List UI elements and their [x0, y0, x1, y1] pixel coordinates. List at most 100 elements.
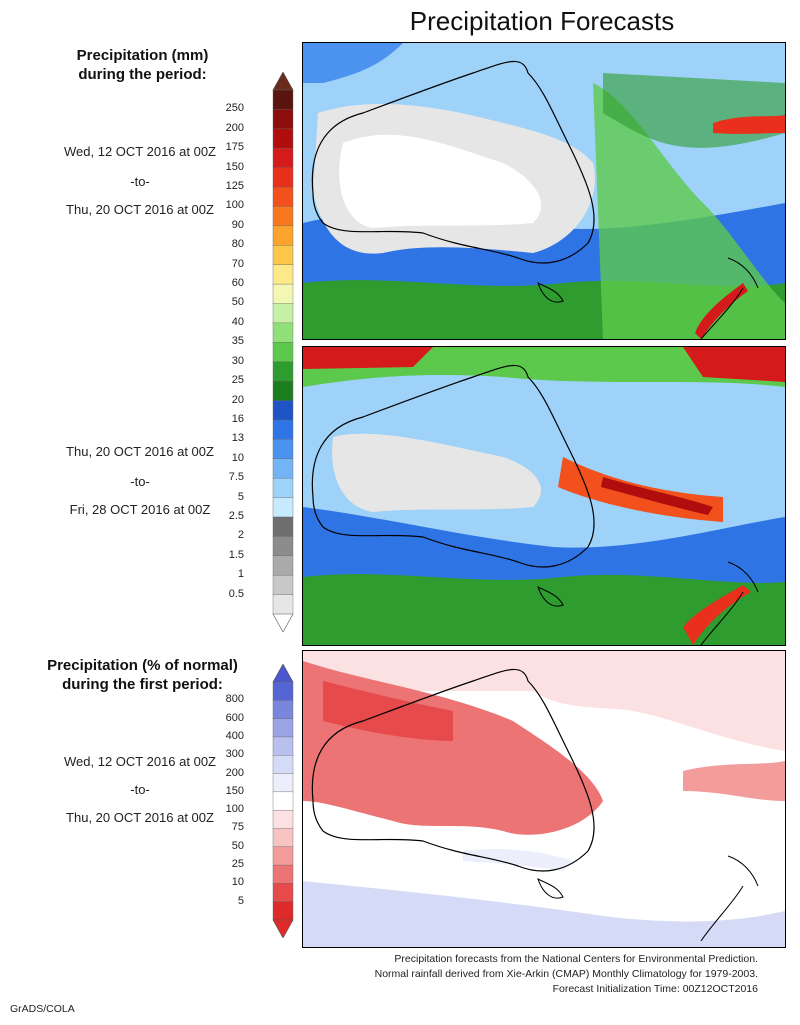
- precip-mm-colorbar: [272, 72, 294, 632]
- precip-pct-tick-label: 150: [225, 784, 244, 797]
- precip-mm-swatch: [272, 497, 294, 518]
- precip-mm-tick-label: 80: [231, 238, 244, 251]
- precip-mm-swatch: [272, 167, 294, 188]
- precip-pct-tick-label: 200: [225, 766, 244, 779]
- grads-credit: GrADS/COLA: [10, 1003, 75, 1015]
- precip-pct-swatch: [272, 700, 294, 720]
- precip-mm-swatch: [272, 245, 294, 266]
- precip-pct-swatch: [272, 791, 294, 811]
- precip-mm-swatch: [272, 89, 294, 110]
- precip-mm-tick-label: 30: [231, 354, 244, 367]
- precip-mm-bottom-arrow: [272, 613, 294, 632]
- precip-mm-tick-label: 90: [231, 218, 244, 231]
- forecast-map-period2: [302, 346, 786, 646]
- precip-mm-tick-label: 150: [225, 160, 244, 173]
- period2-sep-label: -to-: [130, 474, 150, 489]
- precip-pct-bottom-arrow: [272, 919, 294, 938]
- precip-mm-tick-label: 0.5: [228, 587, 244, 600]
- page-title: Precipitation Forecasts: [409, 6, 675, 36]
- period1-sep-label: -to-: [130, 174, 150, 189]
- precip-mm-tick-label: 200: [225, 121, 244, 134]
- precip-pct-tick-label: 75: [231, 821, 244, 834]
- precip-mm-tick-label: 13: [231, 432, 244, 445]
- precip-mm-swatch: [272, 342, 294, 363]
- precip-mm-swatch: [272, 109, 294, 130]
- precip-mm-tick-label: 60: [231, 277, 244, 290]
- precip-mm-swatch: [272, 186, 294, 207]
- precip-mm-legend-header: Precipitation (mm) during the period:: [10, 46, 275, 84]
- period3-start-label: Wed, 12 OCT 2016 at 00Z: [64, 754, 216, 769]
- precip-pct-tick-label: 50: [231, 839, 244, 852]
- precip-pct-header-line2: during the first period:: [62, 676, 223, 693]
- precip-mm-swatch: [272, 516, 294, 537]
- precip-pct-swatch: [272, 736, 294, 756]
- precip-pct-swatch: [272, 828, 294, 848]
- precip-mm-tick-label: 175: [225, 141, 244, 154]
- precip-mm-tick-label: 100: [225, 199, 244, 212]
- precip-mm-swatch: [272, 574, 294, 596]
- precip-pct-swatch: [272, 846, 294, 866]
- footer-notes: Precipitation forecasts from the Nationa…: [375, 952, 758, 997]
- precip-mm-tick-label: 1.5: [228, 548, 244, 561]
- precip-pct-colorbar: [272, 664, 294, 938]
- precip-mm-tick-label: 10: [231, 451, 244, 464]
- footer-line1: Precipitation forecasts from the Nationa…: [394, 953, 758, 965]
- period1-end-label: Thu, 20 OCT 2016 at 00Z: [66, 202, 214, 217]
- precip-mm-swatch: [272, 594, 294, 615]
- period1-start-label: Wed, 12 OCT 2016 at 00Z: [64, 144, 216, 159]
- precip-mm-header-line2: during the period:: [78, 66, 207, 83]
- precip-mm-swatch: [272, 419, 294, 440]
- precip-pct-top-arrow: [272, 664, 294, 683]
- precip-mm-tick-label: 70: [231, 257, 244, 270]
- footer-line3: Forecast Initialization Time: 00Z12OCT20…: [552, 983, 758, 995]
- precip-pct-tick-label: 100: [225, 803, 244, 816]
- precip-mm-tick-label: 35: [231, 335, 244, 348]
- precip-pct-swatch: [272, 773, 294, 793]
- precip-mm-tick-label: 125: [225, 180, 244, 193]
- precip-mm-swatch: [272, 225, 294, 246]
- precip-mm-tick-label: 2: [237, 529, 244, 542]
- precip-pct-swatch: [272, 809, 294, 829]
- period3-sep-label: -to-: [130, 782, 150, 797]
- precip-pct-tick-label: 25: [231, 858, 244, 871]
- precip-pct-swatch: [272, 864, 294, 884]
- precip-pct-swatch: [272, 681, 294, 701]
- precip-mm-swatch: [272, 380, 294, 402]
- precip-mm-swatch: [272, 128, 294, 149]
- precip-mm-header-line1: Precipitation (mm): [76, 47, 209, 64]
- precip-pct-swatch: [272, 901, 294, 921]
- percent-of-normal-map: [302, 650, 786, 948]
- precip-mm-top-arrow: [272, 72, 294, 91]
- precip-pct-tick-label: 5: [237, 894, 244, 907]
- precip-mm-swatch: [272, 361, 294, 382]
- precip-pct-tick-label: 800: [225, 693, 244, 706]
- precip-mm-swatch: [272, 400, 294, 421]
- precip-pct-swatch: [272, 755, 294, 775]
- period3-end-label: Thu, 20 OCT 2016 at 00Z: [66, 810, 214, 825]
- precip-pct-legend-header: Precipitation (% of normal) during the f…: [10, 656, 275, 694]
- precip-mm-tick-label: 7.5: [228, 471, 244, 484]
- precip-mm-swatch: [272, 536, 294, 557]
- precip-pct-swatch: [272, 718, 294, 738]
- precip-pct-tick-label: 10: [231, 876, 244, 889]
- precip-mm-swatch: [272, 322, 294, 343]
- precip-mm-swatch: [272, 458, 294, 479]
- precip-mm-swatch: [272, 477, 294, 499]
- forecast-map-period1: [302, 42, 786, 340]
- precip-pct-tick-label: 400: [225, 729, 244, 742]
- period2-end-label: Fri, 28 OCT 2016 at 00Z: [69, 502, 211, 517]
- precip-mm-swatch: [272, 439, 294, 460]
- precip-pct-tick-label: 600: [225, 711, 244, 724]
- precip-mm-tick-label: 5: [237, 490, 244, 503]
- precip-mm-tick-label: 40: [231, 315, 244, 328]
- precip-pct-swatch: [272, 883, 294, 903]
- period2-start-label: Thu, 20 OCT 2016 at 00Z: [66, 444, 214, 459]
- footer-line2: Normal rainfall derived from Xie-Arkin (…: [374, 968, 758, 980]
- precip-mm-swatch: [272, 206, 294, 227]
- precip-mm-tick-label: 20: [231, 393, 244, 406]
- precip-mm-swatch: [272, 264, 294, 285]
- precip-mm-swatch: [272, 303, 294, 324]
- precip-mm-tick-label: 1: [237, 568, 244, 581]
- precip-mm-swatch: [272, 148, 294, 169]
- precip-pct-header-line1: Precipitation (% of normal): [47, 657, 238, 674]
